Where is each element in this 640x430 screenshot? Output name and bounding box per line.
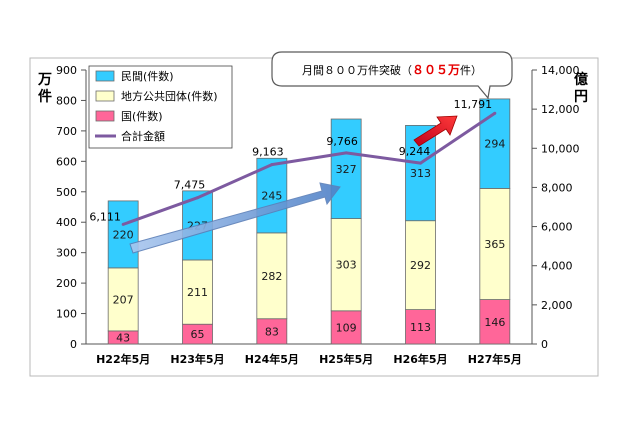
line-value-label: 11,791 — [454, 98, 493, 111]
line-point — [419, 161, 422, 165]
left-tick-label: 400 — [56, 216, 77, 229]
bar-segment — [330, 310, 362, 345]
bar-segment — [479, 299, 511, 345]
line-value-label: 9,163 — [252, 146, 284, 159]
left-tick-label: 100 — [56, 308, 77, 321]
callout-bubble — [271, 51, 513, 100]
left-tick-label: 600 — [56, 155, 77, 168]
bars: 4320722065211227832822451093033271132923… — [107, 98, 511, 345]
left-tick-label: 300 — [56, 247, 77, 260]
right-tick-label: 6,000 — [541, 221, 573, 234]
right-tick-label: 0 — [541, 338, 548, 351]
bar-value-label: 245 — [261, 190, 282, 203]
line-point — [493, 111, 497, 115]
left-tick-label: 500 — [56, 186, 77, 199]
bar-segment — [405, 220, 436, 310]
line-point — [121, 222, 125, 226]
category-label: H23年5月 — [170, 352, 224, 366]
bar-segment — [330, 118, 362, 219]
left-axis-title: 万 — [37, 72, 52, 88]
right-tick-label: 8,000 — [541, 181, 573, 194]
right-axis-title: 円 — [574, 89, 588, 105]
bar-value-label: 294 — [484, 138, 505, 151]
legend-label: 民間(件数) — [121, 70, 174, 83]
legend-label: 国(件数) — [121, 110, 163, 123]
line-point — [344, 151, 348, 155]
right-tick-label: 2,000 — [541, 299, 573, 312]
bar-segment — [107, 200, 139, 269]
bar-value-label: 303 — [336, 259, 357, 272]
right-axis-title: 億 — [574, 71, 588, 88]
right-tick-label: 14,000 — [541, 64, 580, 77]
bar-value-label: 83 — [265, 325, 279, 338]
legend-label: 地方公共団体(件数) — [121, 89, 218, 103]
left-tick-label: 700 — [56, 125, 77, 138]
right-tick-label: 4,000 — [541, 260, 573, 273]
bar-value-label: 113 — [410, 321, 431, 334]
line-point — [196, 196, 199, 200]
bar-value-label: 365 — [484, 238, 505, 251]
bar-segment — [107, 267, 139, 332]
category-label: H24年5月 — [245, 352, 299, 366]
bar-value-label: 282 — [261, 270, 282, 283]
left-tick-label: 200 — [56, 277, 77, 290]
bar-value-label: 65 — [191, 328, 205, 341]
line-point — [270, 163, 274, 167]
growth-arrow-icon — [413, 115, 458, 147]
bar-value-label: 220 — [113, 228, 134, 241]
left-tick-label: 0 — [70, 338, 77, 351]
bar-value-label: 207 — [113, 293, 134, 306]
bar-value-label: 211 — [187, 286, 208, 299]
bar-value-label: 146 — [484, 316, 505, 329]
line-value-label: 6,111 — [89, 210, 121, 223]
right-tick-label: 10,000 — [541, 142, 580, 155]
callout-text: 月間８００万件突破（８０５万件） — [302, 63, 482, 77]
left-tick-label: 800 — [56, 94, 77, 107]
legend: 民間(件数) 地方公共団体(件数) 国(件数) 合計金額 — [88, 65, 233, 149]
trend-arrow-icon — [129, 182, 341, 254]
bar-value-label: 327 — [336, 163, 357, 176]
line-value-label: 9,766 — [326, 135, 358, 148]
total-amount-line — [122, 111, 496, 226]
left-axis-title: 件 — [38, 88, 52, 105]
legend-swatch — [95, 90, 115, 102]
bar-segment — [405, 309, 436, 345]
bar-segment — [330, 218, 362, 312]
bar-value-label: 43 — [116, 331, 130, 344]
right-tick-label: 12,000 — [541, 103, 580, 116]
callout-prefix: 月間８００万件突破（ — [302, 63, 412, 77]
category-label: H26年5月 — [393, 352, 447, 366]
legend-swatch — [95, 70, 115, 82]
callout-highlight: ８０５万 — [412, 63, 460, 77]
bar-value-label: 109 — [336, 321, 357, 334]
line-value-label: 7,475 — [174, 179, 206, 192]
legend-swatch — [95, 110, 115, 122]
line-value-label: 9,244 — [399, 145, 431, 158]
callout-suffix: 件） — [460, 64, 482, 77]
category-label: H22年5月 — [96, 352, 150, 366]
bar-value-label: 313 — [410, 167, 431, 180]
category-label: H25年5月 — [319, 352, 373, 366]
legend-label: 合計金額 — [121, 129, 165, 143]
category-label: H27年5月 — [468, 352, 522, 366]
bar-value-label: 292 — [410, 259, 431, 272]
left-tick-label: 900 — [56, 64, 77, 77]
bar-segment — [479, 188, 511, 300]
